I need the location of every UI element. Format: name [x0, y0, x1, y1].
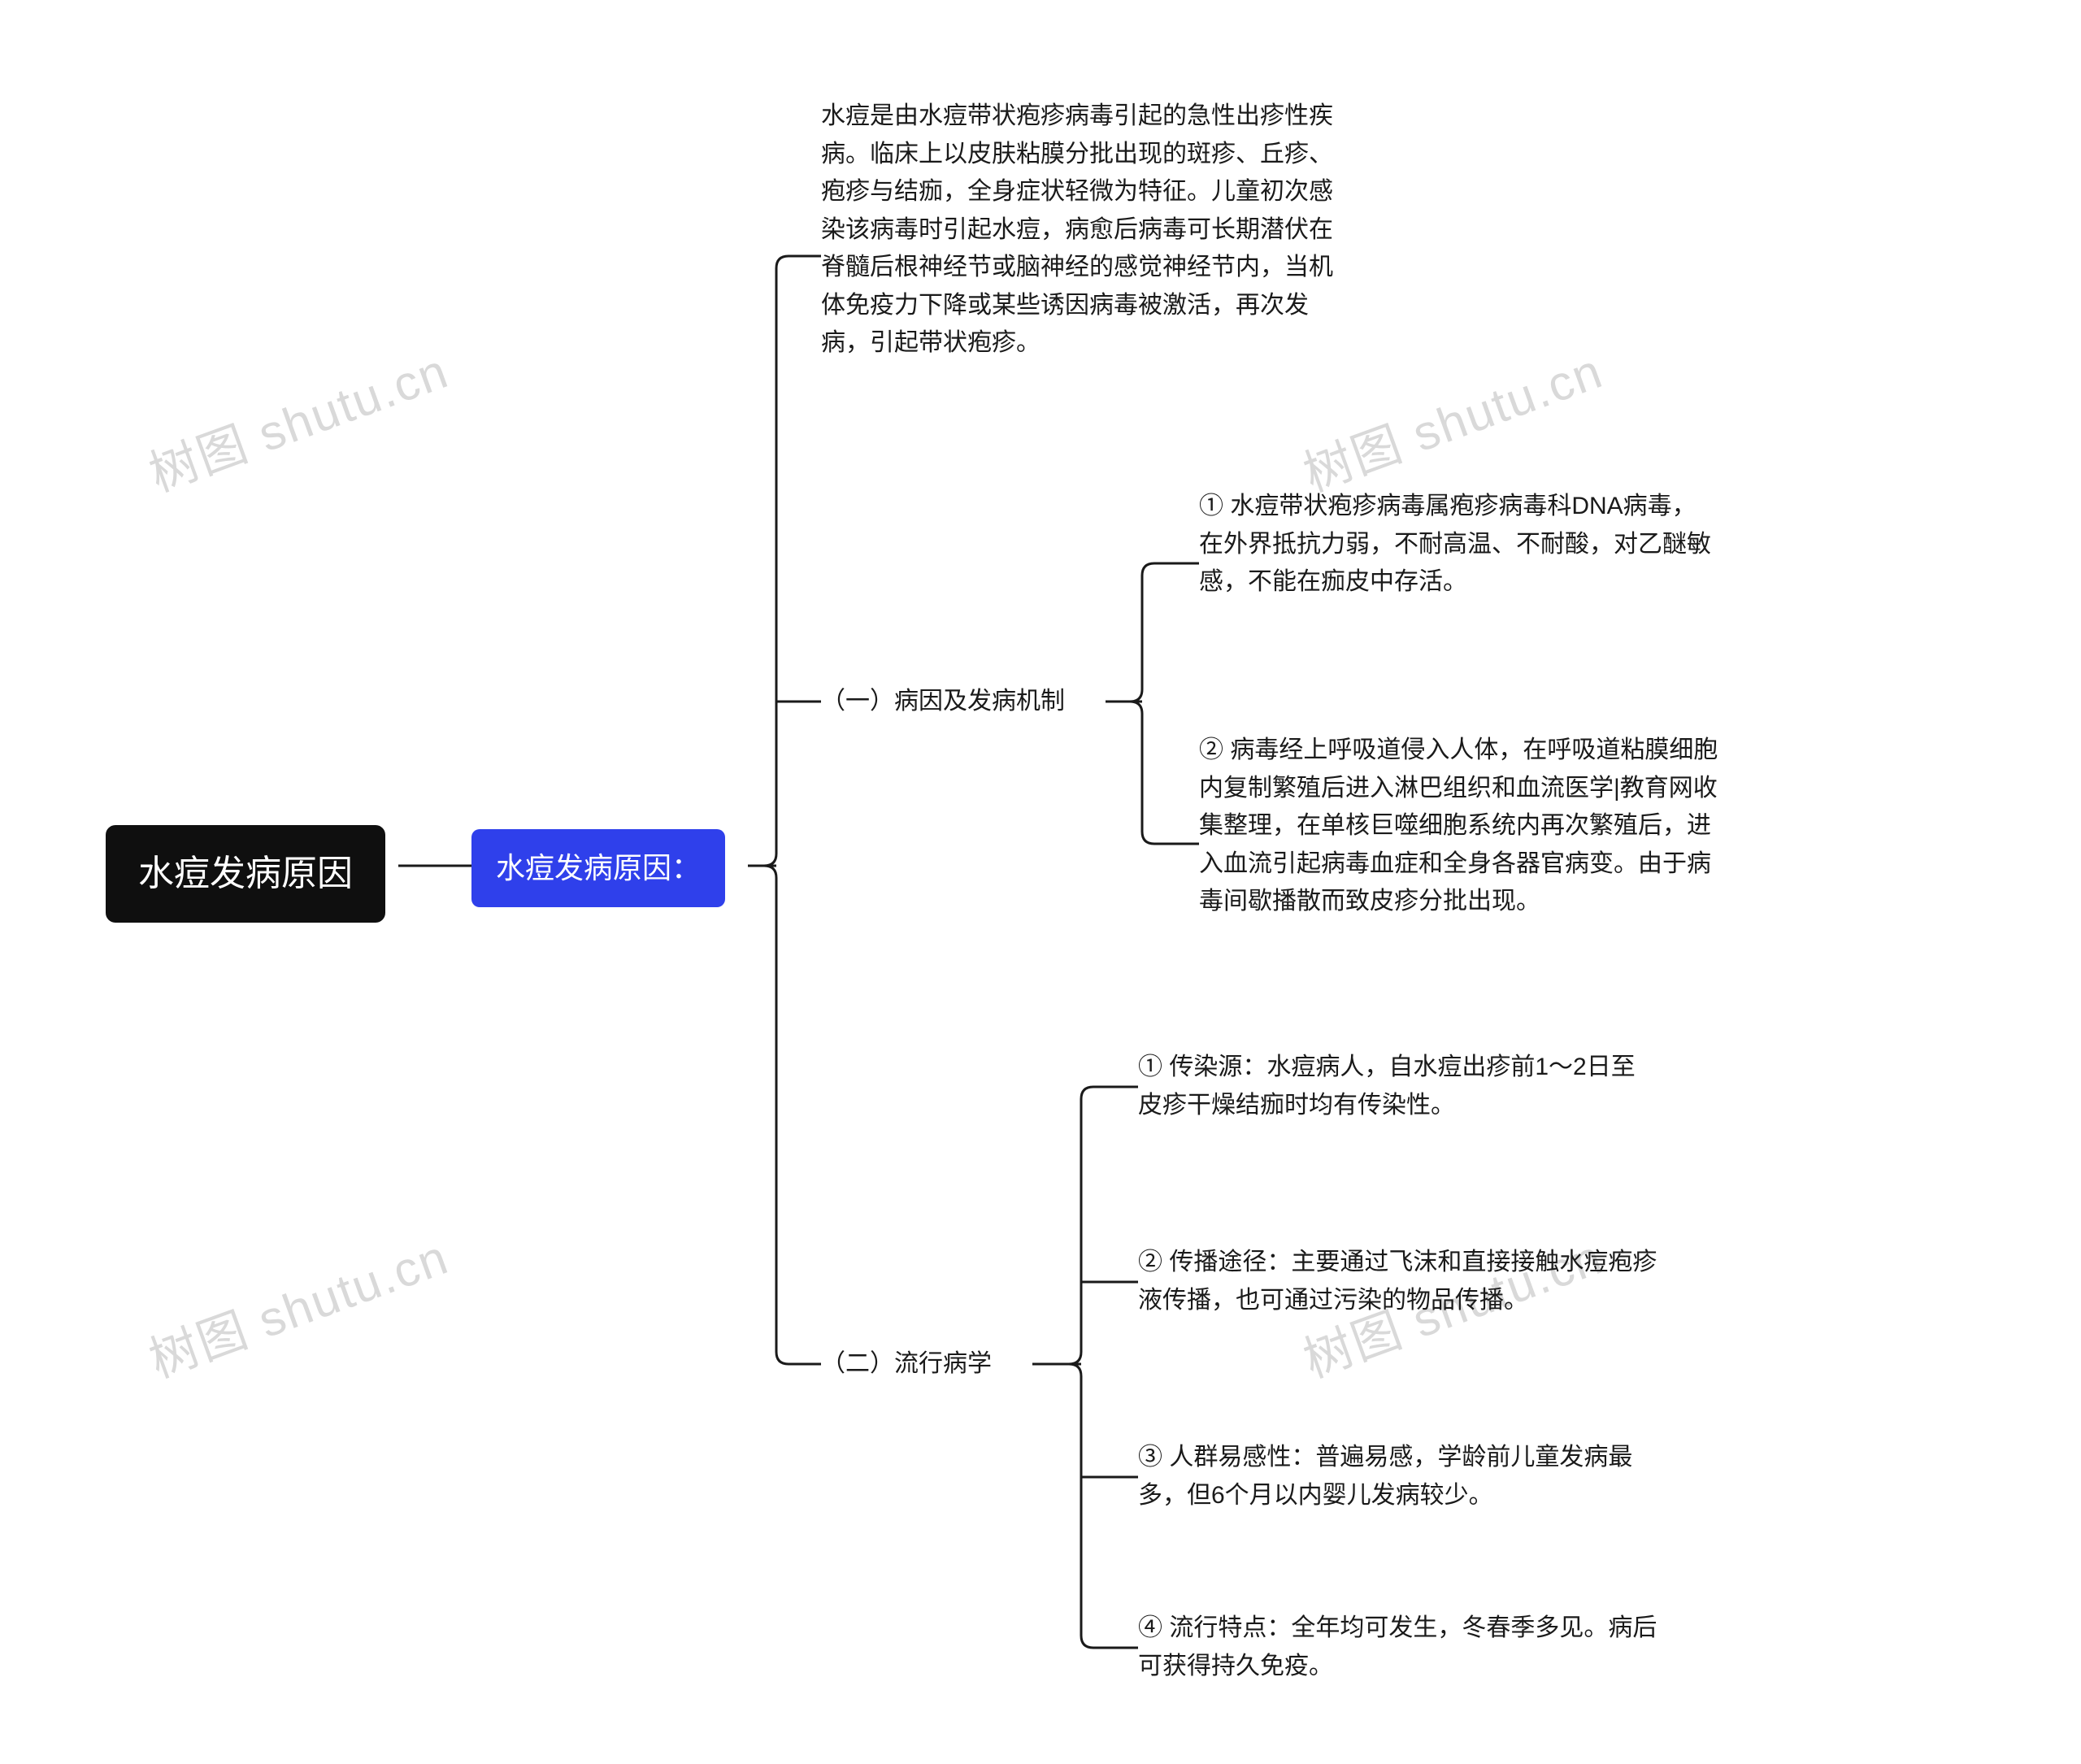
watermark: 树图 shutu.cn — [138, 1218, 457, 1392]
section2-item: ③ 人群易感性：普遍易感，学龄前儿童发病最多，但6个月以内婴儿发病较少。 — [1138, 1439, 1658, 1514]
section2-item: ④ 流行特点：全年均可发生，冬春季多见。病后可获得持久免疫。 — [1138, 1610, 1658, 1685]
mindmap-canvas: 树图 shutu.cn 树图 shutu.cn 树图 shutu.cn 树图 s… — [0, 0, 2081, 1764]
section2-heading[interactable]: （二）流行病学 — [821, 1345, 992, 1384]
section2-item: ① 传染源：水痘病人，自水痘出疹前1～2日至皮疹干燥结痂时均有传染性。 — [1138, 1049, 1658, 1124]
section1-item: ① 水痘带状疱疹病毒属疱疹病毒科DNA病毒，在外界抵抗力弱，不耐高温、不耐酸，对… — [1199, 488, 1719, 602]
level1-node[interactable]: 水痘发病原因： — [471, 829, 725, 907]
root-node[interactable]: 水痘发病原因 — [106, 825, 385, 923]
section1-item: ② 病毒经上呼吸道侵入人体，在呼吸道粘膜细胞内复制繁殖后进入淋巴组织和血流医学|… — [1199, 732, 1719, 921]
watermark: 树图 shutu.cn — [138, 332, 457, 506]
section1-heading[interactable]: （一）病因及发病机制 — [821, 683, 1065, 721]
section2-item: ② 传播途径：主要通过飞沫和直接接触水痘疱疹液传播，也可通过污染的物品传播。 — [1138, 1244, 1658, 1319]
intro-text: 水痘是由水痘带状疱疹病毒引起的急性出疹性疾病。临床上以皮肤粘膜分批出现的斑疹、丘… — [821, 98, 1341, 363]
